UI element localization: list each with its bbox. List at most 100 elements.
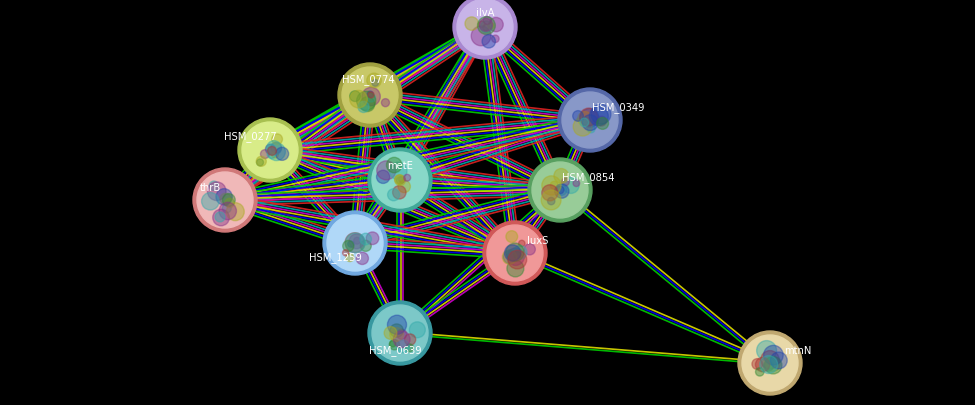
Circle shape bbox=[381, 99, 389, 107]
Circle shape bbox=[360, 98, 374, 112]
Text: luxS: luxS bbox=[527, 235, 549, 245]
Circle shape bbox=[350, 91, 368, 109]
Circle shape bbox=[488, 18, 503, 33]
Circle shape bbox=[387, 315, 407, 335]
Circle shape bbox=[579, 109, 598, 127]
Circle shape bbox=[562, 179, 569, 186]
Circle shape bbox=[202, 193, 219, 211]
Circle shape bbox=[752, 359, 762, 369]
Circle shape bbox=[484, 17, 491, 26]
Circle shape bbox=[558, 89, 622, 153]
Circle shape bbox=[507, 260, 524, 277]
Circle shape bbox=[346, 254, 354, 262]
Circle shape bbox=[372, 153, 428, 209]
Circle shape bbox=[267, 147, 277, 156]
Circle shape bbox=[356, 253, 369, 265]
Circle shape bbox=[487, 226, 543, 281]
Circle shape bbox=[390, 328, 404, 341]
Circle shape bbox=[193, 168, 257, 232]
Circle shape bbox=[342, 68, 398, 124]
Circle shape bbox=[503, 251, 517, 264]
Circle shape bbox=[577, 112, 592, 127]
Text: HSM_0854: HSM_0854 bbox=[562, 172, 614, 183]
Circle shape bbox=[226, 203, 245, 221]
Circle shape bbox=[738, 331, 802, 395]
Circle shape bbox=[354, 238, 361, 245]
Circle shape bbox=[225, 199, 234, 208]
Circle shape bbox=[393, 186, 406, 200]
Circle shape bbox=[393, 331, 410, 348]
Circle shape bbox=[514, 252, 521, 259]
Circle shape bbox=[504, 245, 521, 262]
Circle shape bbox=[563, 178, 579, 194]
Circle shape bbox=[481, 22, 492, 34]
Circle shape bbox=[208, 182, 226, 201]
Circle shape bbox=[482, 36, 495, 49]
Circle shape bbox=[215, 189, 232, 205]
Circle shape bbox=[323, 211, 387, 275]
Circle shape bbox=[358, 102, 370, 113]
Circle shape bbox=[453, 0, 517, 60]
Circle shape bbox=[360, 234, 371, 245]
Circle shape bbox=[384, 327, 397, 339]
Text: HSM_0639: HSM_0639 bbox=[369, 345, 421, 356]
Circle shape bbox=[368, 149, 432, 213]
Circle shape bbox=[386, 158, 402, 173]
Circle shape bbox=[582, 115, 598, 131]
Circle shape bbox=[368, 92, 373, 98]
Circle shape bbox=[367, 232, 379, 245]
Circle shape bbox=[272, 134, 283, 145]
Circle shape bbox=[267, 141, 282, 156]
Text: HSM_1259: HSM_1259 bbox=[308, 252, 362, 263]
Circle shape bbox=[573, 181, 580, 187]
Circle shape bbox=[376, 171, 390, 184]
Circle shape bbox=[483, 25, 488, 32]
Circle shape bbox=[756, 358, 770, 372]
Circle shape bbox=[525, 244, 535, 255]
Circle shape bbox=[554, 169, 568, 184]
Text: HSM_0349: HSM_0349 bbox=[592, 102, 644, 113]
Circle shape bbox=[349, 234, 364, 249]
Circle shape bbox=[465, 18, 479, 31]
Circle shape bbox=[343, 241, 354, 252]
Circle shape bbox=[410, 322, 425, 338]
Circle shape bbox=[760, 356, 778, 373]
Circle shape bbox=[556, 185, 566, 196]
Circle shape bbox=[389, 163, 407, 180]
Circle shape bbox=[457, 0, 513, 56]
Circle shape bbox=[488, 23, 494, 30]
Text: HSM_0774: HSM_0774 bbox=[341, 75, 394, 85]
Circle shape bbox=[397, 340, 410, 353]
Circle shape bbox=[756, 368, 764, 376]
Circle shape bbox=[360, 241, 371, 252]
Circle shape bbox=[541, 190, 561, 210]
Circle shape bbox=[405, 334, 415, 345]
Circle shape bbox=[396, 177, 404, 185]
Circle shape bbox=[597, 118, 608, 130]
Circle shape bbox=[770, 352, 787, 369]
Circle shape bbox=[342, 250, 349, 256]
Circle shape bbox=[763, 361, 773, 371]
Circle shape bbox=[471, 27, 491, 47]
Circle shape bbox=[210, 181, 218, 191]
Circle shape bbox=[389, 340, 400, 350]
Circle shape bbox=[763, 345, 783, 365]
Circle shape bbox=[757, 341, 776, 360]
Circle shape bbox=[506, 243, 525, 262]
Circle shape bbox=[371, 80, 378, 87]
Circle shape bbox=[589, 107, 608, 126]
Circle shape bbox=[399, 177, 406, 183]
Circle shape bbox=[580, 109, 599, 128]
Circle shape bbox=[591, 105, 611, 125]
Circle shape bbox=[550, 182, 558, 190]
Circle shape bbox=[542, 176, 561, 196]
Circle shape bbox=[215, 213, 225, 222]
Circle shape bbox=[742, 335, 798, 391]
Circle shape bbox=[267, 143, 286, 161]
Circle shape bbox=[532, 162, 588, 218]
Circle shape bbox=[222, 194, 235, 207]
Circle shape bbox=[502, 250, 517, 264]
Circle shape bbox=[345, 233, 365, 253]
Circle shape bbox=[376, 162, 396, 181]
Circle shape bbox=[572, 111, 583, 122]
